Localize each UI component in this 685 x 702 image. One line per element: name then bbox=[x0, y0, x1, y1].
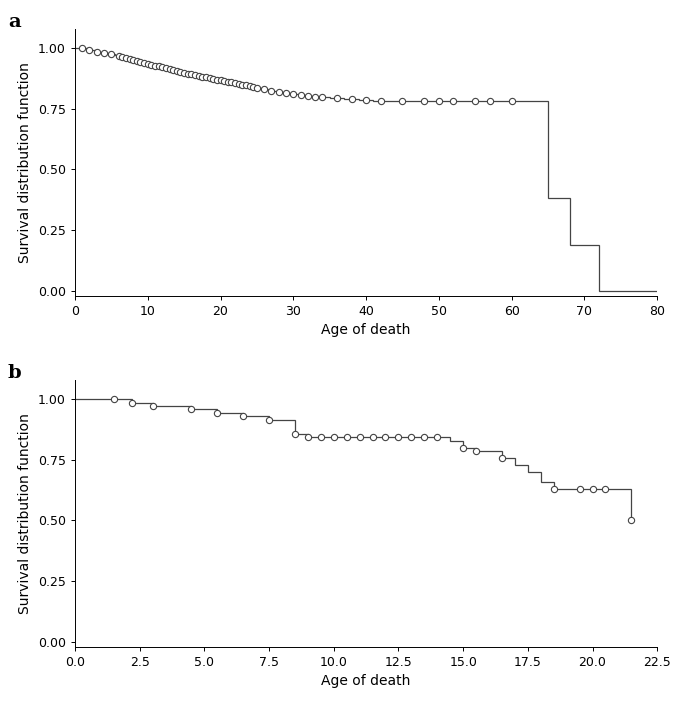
Y-axis label: Survival distribution function: Survival distribution function bbox=[18, 62, 32, 263]
Text: b: b bbox=[8, 364, 22, 382]
X-axis label: Age of death: Age of death bbox=[321, 323, 411, 337]
Text: a: a bbox=[8, 13, 21, 31]
X-axis label: Age of death: Age of death bbox=[321, 674, 411, 688]
Y-axis label: Survival distribution function: Survival distribution function bbox=[18, 413, 32, 614]
